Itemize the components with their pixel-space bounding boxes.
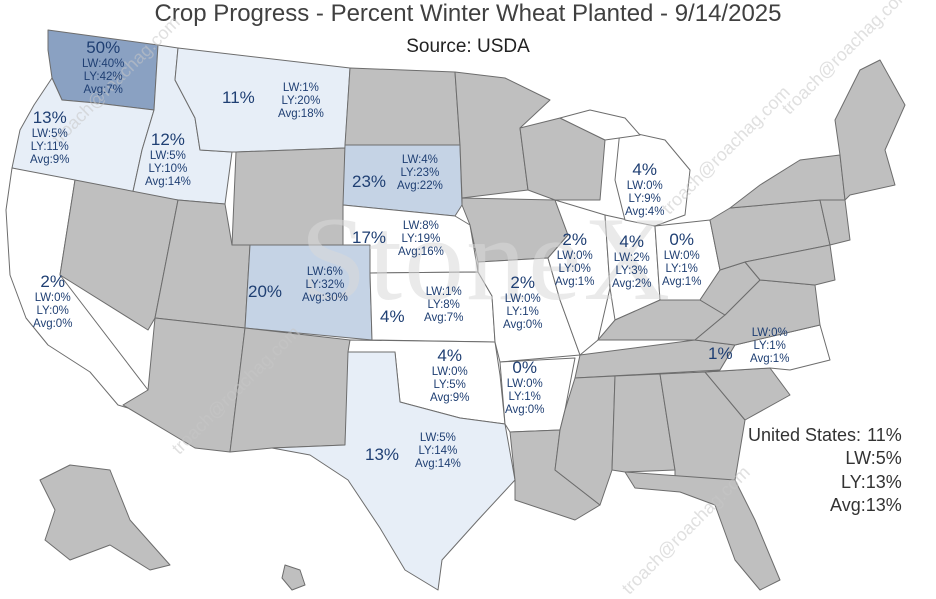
label-tx-stats: LW:5% LY:14% Avg:14% xyxy=(415,432,461,471)
label-ar: 0% LW:0% LY:1% Avg:0% xyxy=(505,358,545,416)
label-mt: 11% xyxy=(222,88,255,107)
state-nv xyxy=(59,179,179,331)
us-summary-avg: Avg:13% xyxy=(830,495,902,516)
state-mi-up xyxy=(559,109,641,141)
chart-title: Crop Progress - Percent Winter Wheat Pla… xyxy=(154,0,782,27)
state-nd xyxy=(344,67,461,146)
state-fl xyxy=(624,471,781,591)
label-wa: 50% LW:40% LY:42% Avg:7% xyxy=(82,38,125,96)
label-sd: 23% xyxy=(352,172,387,191)
state-tx xyxy=(271,351,516,591)
label-mi: 4% LW:0% LY:9% Avg:4% xyxy=(625,160,665,218)
us-summary-ly: LY:13% xyxy=(841,471,902,492)
label-tx: 13% xyxy=(365,445,400,464)
label-ne: 17% xyxy=(352,228,387,247)
label-or: 13% LW:5% LY:11% Avg:9% xyxy=(30,108,70,166)
state-ak xyxy=(39,464,171,571)
us-summary: United States: 11% LW:5% LY:13% Avg:13% xyxy=(748,424,902,518)
state-al xyxy=(611,373,676,473)
state-new-england xyxy=(834,59,906,201)
label-ks-stats: LW:1% LY:8% Avg:7% xyxy=(424,286,464,325)
state-nj xyxy=(819,199,851,246)
label-co: 20% xyxy=(248,282,283,301)
label-oh: 0% LW:0% LY:1% Avg:1% xyxy=(662,230,702,288)
label-sd-stats: LW:4% LY:23% Avg:22% xyxy=(397,154,443,193)
state-mi xyxy=(614,129,691,227)
state-md xyxy=(744,244,836,286)
label-id: 12% LW:5% LY:10% Avg:14% xyxy=(145,130,191,188)
chart-subtitle: Source: USDA xyxy=(406,36,530,57)
label-mt-stats: LW:1% LY:20% Avg:18% xyxy=(278,82,324,121)
label-in: 4% LW:2% LY:3% Avg:2% xyxy=(612,232,652,290)
label-ne-stats: LW:8% LY:19% Avg:16% xyxy=(398,220,444,259)
state-sd xyxy=(342,144,463,217)
label-ok: 4% LW:0% LY:5% Avg:9% xyxy=(430,346,470,404)
label-ks: 4% xyxy=(380,307,405,326)
state-hi xyxy=(281,564,306,591)
label-mo: 2% LW:0% LY:1% Avg:0% xyxy=(503,273,543,331)
label-ca: 2% LW:0% LY:0% Avg:0% xyxy=(33,272,73,330)
label-nc-stats: LW:0% LY:1% Avg:1% xyxy=(750,327,790,366)
brand-watermark: StoneX xyxy=(300,192,672,325)
us-summary-headline: United States: 11% xyxy=(748,425,902,445)
label-co-stats: LW:6% LY:32% Avg:30% xyxy=(302,266,348,305)
label-il: 2% LW:0% LY:0% Avg:1% xyxy=(555,230,595,288)
label-nc: 1% xyxy=(708,344,733,363)
us-summary-lw: LW:5% xyxy=(845,448,902,469)
